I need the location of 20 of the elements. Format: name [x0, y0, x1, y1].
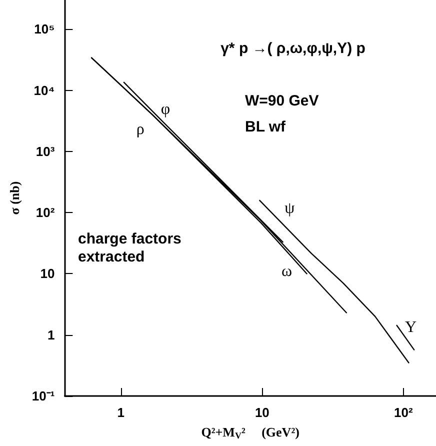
y-tick-label: 10³	[36, 144, 56, 159]
x-tick-label: 10²	[394, 405, 414, 420]
text: γ* p →( ρ,ω,φ,ψ,Υ) p	[220, 40, 366, 57]
series-label: φ	[160, 100, 170, 118]
x-tick-label: 10	[254, 405, 270, 420]
y-tick-label: 1	[47, 327, 55, 342]
annotation: charge factors extracted	[78, 230, 182, 266]
y-tick-label: 10²	[36, 205, 56, 220]
x-tick-label: 1	[117, 405, 125, 420]
y-tick-label: 10⁴	[34, 82, 55, 98]
y-tick-label: 10	[40, 266, 55, 282]
annotation: W=90 GeV	[245, 92, 319, 110]
annotation: BL wf	[245, 118, 287, 136]
y-tick-label: 10⁵	[34, 22, 55, 37]
series-label: ψ	[284, 200, 295, 217]
series-label: ρ	[136, 121, 144, 138]
y-tick-label: 10⁻¹	[32, 388, 55, 404]
series-label: Υ	[404, 318, 417, 336]
series-label: ω	[282, 263, 292, 280]
y-axis-title: σ (nb)	[7, 181, 22, 215]
